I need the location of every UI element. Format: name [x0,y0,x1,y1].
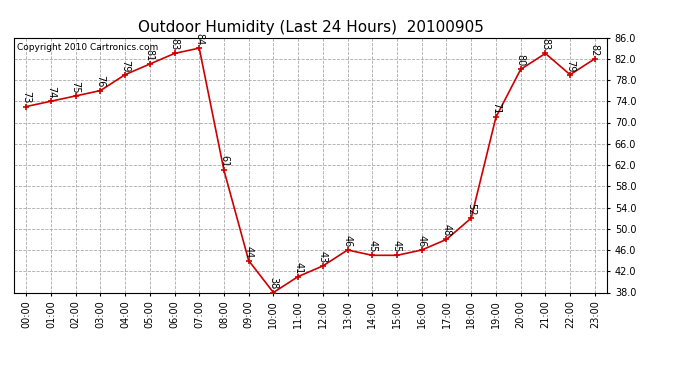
Text: 80: 80 [515,54,526,67]
Text: 38: 38 [268,278,278,290]
Text: 73: 73 [21,92,31,104]
Text: 45: 45 [392,240,402,252]
Text: 76: 76 [95,75,106,88]
Text: 75: 75 [70,81,81,93]
Text: 81: 81 [145,49,155,61]
Text: 48: 48 [442,224,451,237]
Text: 45: 45 [367,240,377,252]
Text: 79: 79 [565,60,575,72]
Text: 43: 43 [318,251,328,263]
Text: 41: 41 [293,261,303,274]
Text: 71: 71 [491,102,501,114]
Text: Copyright 2010 Cartronics.com: Copyright 2010 Cartronics.com [17,43,158,52]
Text: 46: 46 [343,235,353,247]
Text: 61: 61 [219,155,229,168]
Text: 82: 82 [590,44,600,56]
Text: 46: 46 [417,235,426,247]
Title: Outdoor Humidity (Last 24 Hours)  20100905: Outdoor Humidity (Last 24 Hours) 2010090… [137,20,484,35]
Text: 79: 79 [120,60,130,72]
Text: 52: 52 [466,203,476,215]
Text: 84: 84 [195,33,204,45]
Text: 74: 74 [46,86,56,99]
Text: 44: 44 [244,246,254,258]
Text: 83: 83 [170,38,179,51]
Text: 83: 83 [540,38,551,51]
